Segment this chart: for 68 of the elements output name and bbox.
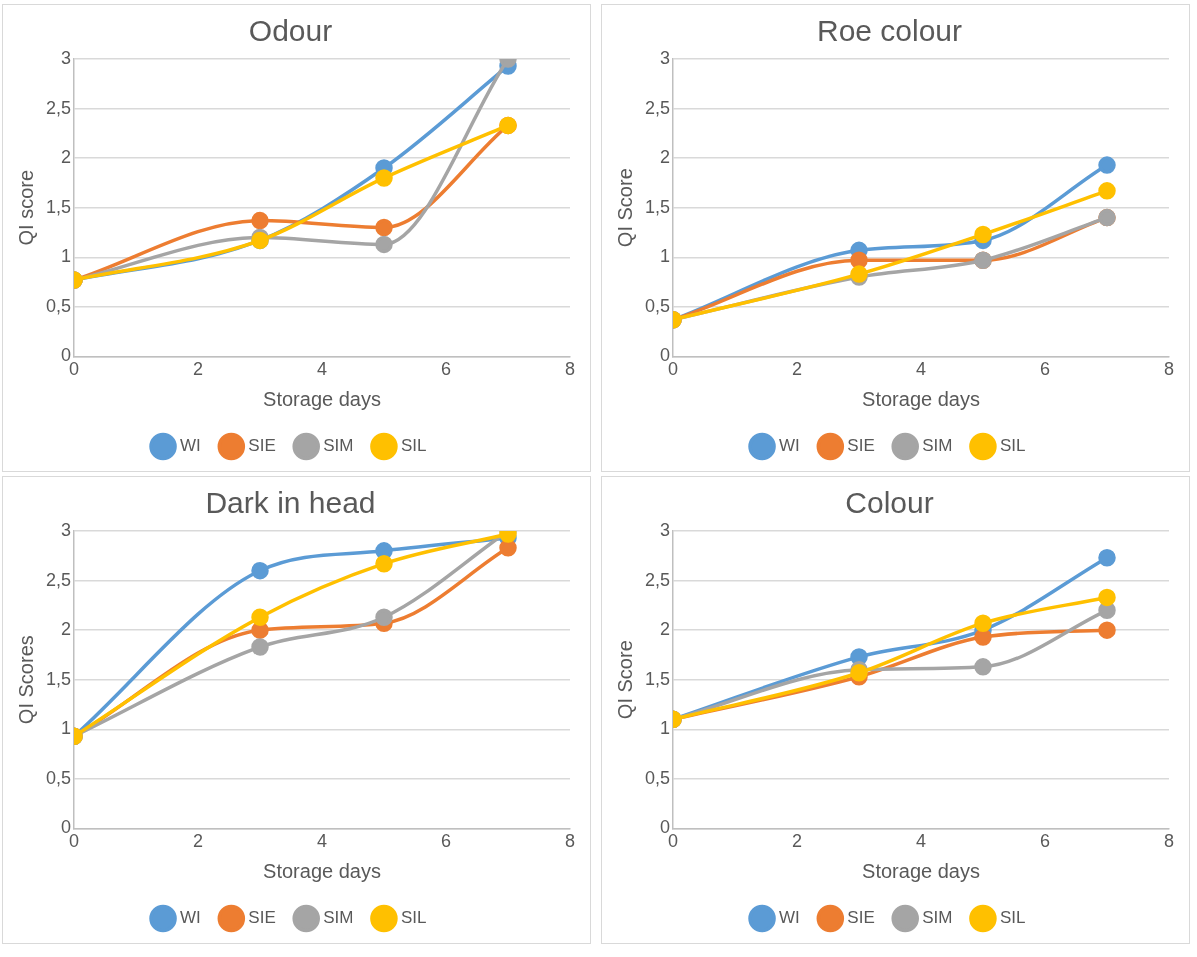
x-tick-label: 6 <box>441 831 452 852</box>
y-tick-label: 1 <box>660 718 671 739</box>
legend-label: SIL <box>999 436 1026 456</box>
legend-label: SIM <box>323 436 354 456</box>
y-tick-label: 0,5 <box>45 767 72 788</box>
legend-label: SIM <box>922 436 953 456</box>
x-tick-label: 4 <box>916 359 927 380</box>
legend-label: WI <box>779 908 800 928</box>
legend-label: SIM <box>922 908 953 928</box>
x-axis-title: Storage days <box>862 859 980 882</box>
y-axis-title: QI Scores <box>14 635 37 725</box>
legend-label: WI <box>180 436 201 456</box>
y-axis-title: QI Score <box>613 640 636 720</box>
y-axis-title: QI score <box>14 169 37 246</box>
x-tick-label: 2 <box>193 359 204 380</box>
y-tick-label: 1,5 <box>644 196 671 217</box>
y-tick-label: 0,5 <box>644 767 671 788</box>
y-tick-label: 1 <box>660 246 671 267</box>
x-tick-label: 4 <box>317 359 328 380</box>
x-tick-label: 6 <box>441 359 452 380</box>
y-tick-label: 2 <box>61 147 72 168</box>
y-tick-label: 3 <box>660 519 671 540</box>
legend-label: SIM <box>323 908 354 928</box>
chart-title: Odour <box>248 14 333 48</box>
y-tick-label: 2 <box>61 619 72 640</box>
chart-title: Colour <box>845 486 934 520</box>
x-tick-label: 6 <box>1040 359 1051 380</box>
x-tick-label: 4 <box>916 831 927 852</box>
x-axis-title: Storage days <box>862 387 980 410</box>
y-tick-label: 1 <box>61 246 72 267</box>
x-tick-label: 2 <box>792 831 803 852</box>
legend-label: SIL <box>400 436 427 456</box>
legend-label: WI <box>779 436 800 456</box>
legend-label: SIE <box>248 436 276 456</box>
x-tick-label: 8 <box>1163 359 1175 380</box>
y-tick-label: 0,5 <box>644 295 671 316</box>
y-tick-label: 3 <box>61 47 72 68</box>
y-tick-label: 2 <box>660 147 671 168</box>
y-tick-label: 1,5 <box>45 668 72 689</box>
y-tick-label: 0,5 <box>45 295 72 316</box>
legend-label: SIE <box>248 908 276 928</box>
legend-label: SIE <box>847 436 875 456</box>
x-tick-label: 2 <box>193 831 204 852</box>
y-tick-label: 1,5 <box>644 668 671 689</box>
y-tick-label: 3 <box>660 47 671 68</box>
x-axis-title: Storage days <box>263 859 381 882</box>
legend-label: SIE <box>847 908 875 928</box>
y-tick-label: 1 <box>61 718 72 739</box>
x-tick-label: 8 <box>564 831 576 852</box>
chart-title: Dark in head <box>205 486 376 520</box>
y-tick-label: 3 <box>61 519 72 540</box>
y-tick-label: 2,5 <box>644 569 671 590</box>
y-tick-label: 2 <box>660 619 671 640</box>
x-tick-label: 8 <box>1163 831 1175 852</box>
x-tick-label: 2 <box>792 359 803 380</box>
y-axis-title: QI Score <box>613 168 636 248</box>
y-tick-label: 2,5 <box>45 569 72 590</box>
x-axis-title: Storage days <box>263 387 381 410</box>
x-tick-label: 6 <box>1040 831 1051 852</box>
chart-title: Roe colour <box>816 14 963 48</box>
legend-label: SIL <box>999 908 1026 928</box>
y-tick-label: 2,5 <box>45 97 72 118</box>
y-tick-label: 2,5 <box>644 97 671 118</box>
x-tick-label: 8 <box>564 359 576 380</box>
legend-label: SIL <box>400 908 427 928</box>
x-tick-label: 4 <box>317 831 328 852</box>
legend-label: WI <box>180 908 201 928</box>
y-tick-label: 1,5 <box>45 196 72 217</box>
